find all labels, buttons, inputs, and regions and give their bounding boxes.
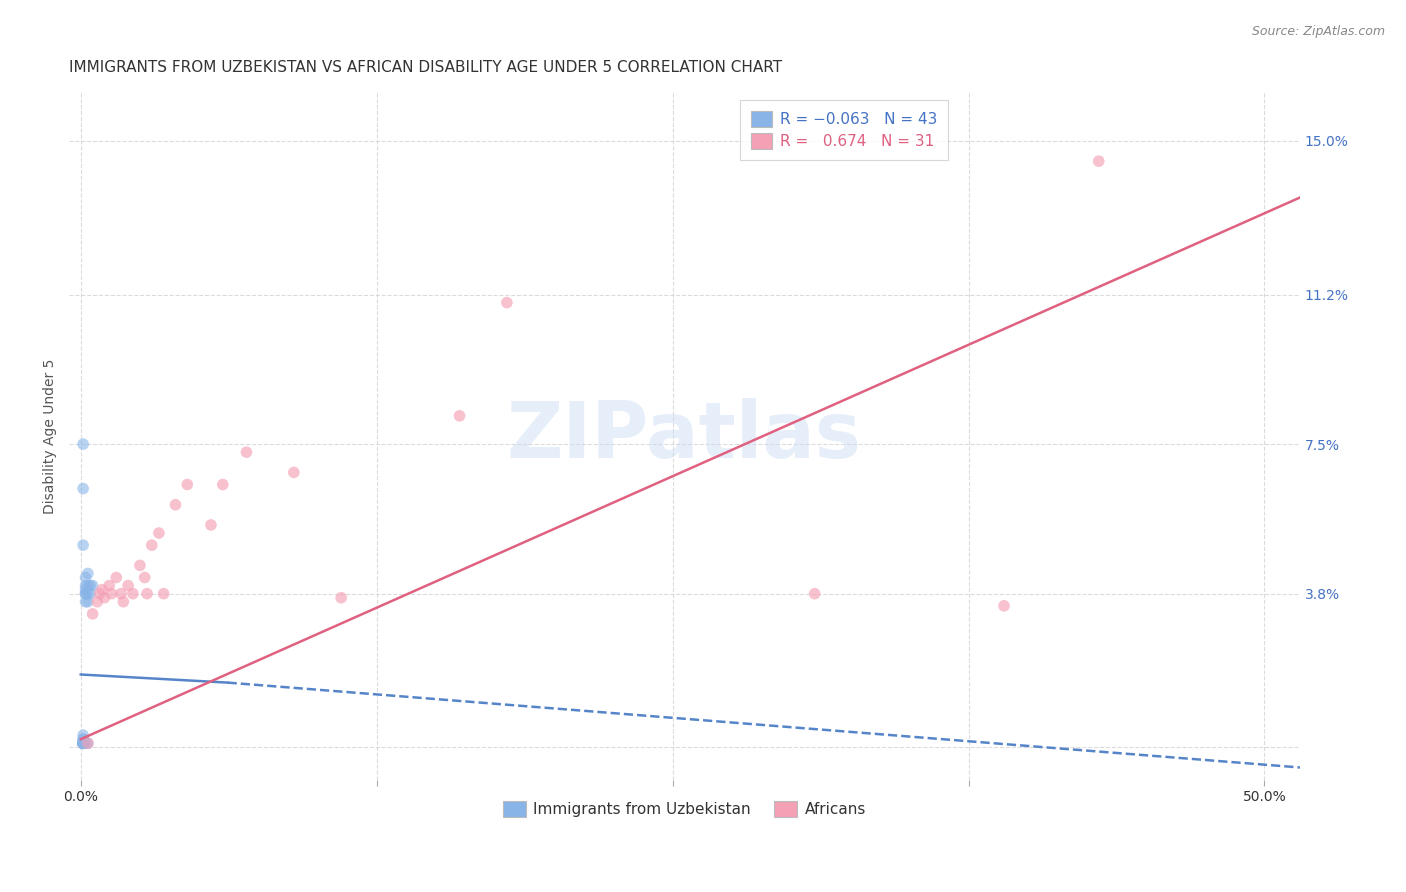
Point	[75, 570, 97, 584]
Point	[76, 595, 98, 609]
Point	[283, 466, 305, 480]
Point	[211, 477, 233, 491]
Point	[112, 595, 135, 609]
Point	[72, 732, 94, 747]
Text: Source: ZipAtlas.com: Source: ZipAtlas.com	[1251, 25, 1385, 38]
Point	[72, 736, 94, 750]
Point	[110, 587, 132, 601]
Point	[76, 736, 98, 750]
Point	[75, 736, 97, 750]
Point	[75, 582, 97, 597]
Point	[105, 570, 128, 584]
Point	[72, 736, 94, 750]
Point	[72, 736, 94, 750]
Point	[76, 736, 98, 750]
Point	[176, 477, 198, 491]
Point	[72, 736, 94, 750]
Point	[72, 728, 94, 742]
Point	[496, 295, 519, 310]
Point	[1087, 154, 1109, 169]
Point	[141, 538, 163, 552]
Point	[72, 732, 94, 747]
Point	[72, 736, 94, 750]
Point	[93, 591, 115, 605]
Point	[148, 526, 170, 541]
Point	[165, 498, 187, 512]
Point	[76, 578, 98, 592]
Legend: Immigrants from Uzbekistan, Africans: Immigrants from Uzbekistan, Africans	[496, 796, 872, 823]
Point	[330, 591, 353, 605]
Point	[72, 736, 94, 750]
Point	[75, 587, 97, 601]
Point	[803, 587, 825, 601]
Point	[86, 595, 108, 609]
Point	[79, 578, 101, 592]
Point	[72, 736, 94, 750]
Text: ZIPatlas: ZIPatlas	[508, 398, 862, 474]
Point	[200, 518, 222, 533]
Point	[75, 587, 97, 601]
Point	[121, 587, 143, 601]
Point	[72, 482, 94, 496]
Point	[72, 538, 94, 552]
Point	[72, 736, 94, 750]
Text: IMMIGRANTS FROM UZBEKISTAN VS AFRICAN DISABILITY AGE UNDER 5 CORRELATION CHART: IMMIGRANTS FROM UZBEKISTAN VS AFRICAN DI…	[69, 60, 782, 75]
Point	[72, 736, 94, 750]
Point	[72, 736, 94, 750]
Point	[72, 736, 94, 750]
Point	[72, 736, 94, 750]
Point	[72, 736, 94, 750]
Point	[75, 595, 97, 609]
Point	[82, 578, 104, 592]
Point	[76, 566, 98, 581]
Point	[72, 736, 94, 750]
Point	[100, 587, 122, 601]
Point	[79, 587, 101, 601]
Point	[72, 736, 94, 750]
Point	[117, 578, 139, 592]
Point	[129, 558, 152, 573]
Point	[449, 409, 471, 423]
Point	[72, 736, 94, 750]
Point	[72, 437, 94, 451]
Point	[72, 736, 94, 750]
Point	[72, 736, 94, 750]
Point	[91, 582, 114, 597]
Point	[72, 736, 94, 750]
Point	[72, 736, 94, 750]
Point	[98, 578, 121, 592]
Point	[76, 587, 98, 601]
Point	[134, 570, 156, 584]
Point	[136, 587, 159, 601]
Point	[235, 445, 257, 459]
Point	[72, 736, 94, 750]
Point	[72, 736, 94, 750]
Point	[82, 607, 104, 621]
Point	[89, 587, 111, 601]
Y-axis label: Disability Age Under 5: Disability Age Under 5	[44, 359, 58, 514]
Point	[75, 578, 97, 592]
Point	[993, 599, 1015, 613]
Point	[152, 587, 174, 601]
